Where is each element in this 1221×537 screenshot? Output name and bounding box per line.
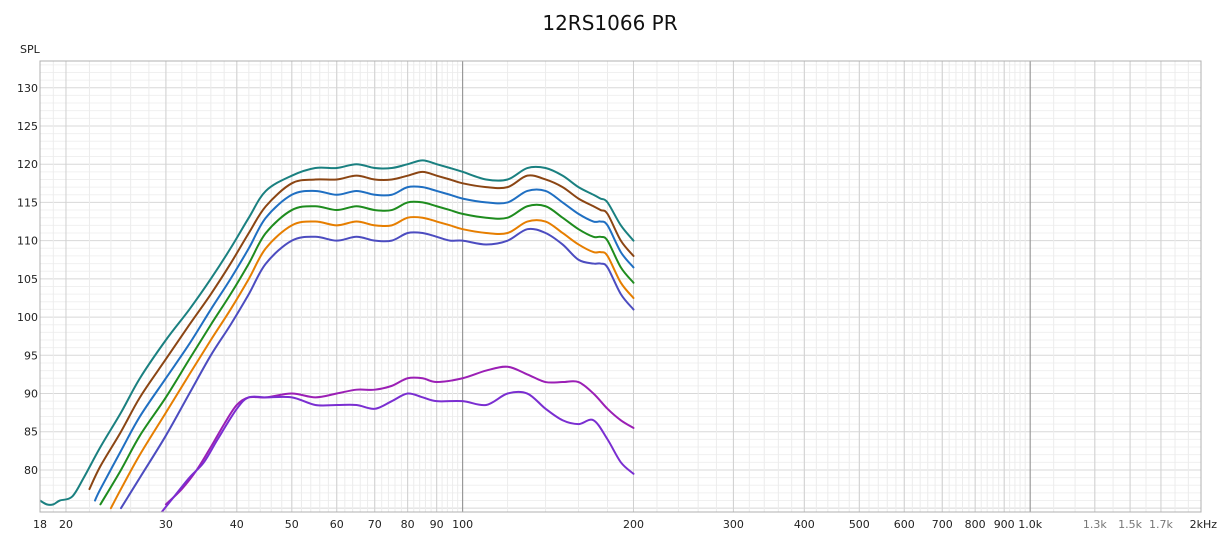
series-line-4 — [99, 200, 635, 506]
x-tick-label: 20 — [59, 518, 73, 531]
x-tick-label: 80 — [401, 518, 415, 531]
x-tick-label: 800 — [965, 518, 986, 531]
y-tick-label: 80 — [24, 464, 38, 477]
x-tick-label: 300 — [723, 518, 744, 531]
x-tick-label: 400 — [794, 518, 815, 531]
x-tick-label: 2kHz — [1190, 518, 1218, 531]
x-tick-label: 600 — [894, 518, 915, 531]
x-tick-label: 40 — [230, 518, 244, 531]
chart-title: 12RS1066 PR — [542, 11, 677, 35]
series-line-3 — [94, 185, 635, 502]
y-tick-label: 130 — [17, 82, 38, 95]
y-tick-label: 125 — [17, 120, 38, 133]
y-tick-label: 85 — [24, 426, 38, 439]
x-tick-label: 1.5k — [1118, 518, 1142, 531]
x-tick-label: 50 — [285, 518, 299, 531]
x-tick-label: 70 — [368, 518, 382, 531]
y-axis-label: SPL — [20, 43, 41, 56]
y-tick-label: 100 — [17, 311, 38, 324]
series-line-6 — [119, 227, 635, 510]
series-line-1 — [40, 159, 635, 506]
x-tick-label: 100 — [452, 518, 473, 531]
y-tick-label: 110 — [17, 235, 38, 248]
x-tick-label: 1.3k — [1083, 518, 1107, 531]
y-tick-label: 90 — [24, 388, 38, 401]
x-tick-label: 500 — [849, 518, 870, 531]
series-line-7 — [164, 365, 635, 506]
y-tick-label: 115 — [17, 196, 38, 209]
y-tick-label: 95 — [24, 349, 38, 362]
x-tick-label: 1.0k — [1018, 518, 1042, 531]
y-tick-label: 120 — [17, 158, 38, 171]
series-lines — [40, 159, 635, 512]
x-tick-label: 700 — [932, 518, 953, 531]
series-line-8 — [160, 390, 635, 512]
x-tick-label: 200 — [623, 518, 644, 531]
grid — [39, 61, 1202, 512]
tick-labels: 80 85 90 95 100 105 110 115 120 125 130 18 20 30 40 50 6… — [17, 82, 1217, 531]
x-tick-label: 60 — [330, 518, 344, 531]
x-tick-label: 30 — [159, 518, 173, 531]
y-tick-label: 105 — [17, 273, 38, 286]
series-line-5 — [109, 215, 635, 510]
x-tick-label: 18 — [33, 518, 47, 531]
x-tick-label: 1.7k — [1149, 518, 1173, 531]
series-line-2 — [88, 170, 635, 491]
x-tick-label: 900 — [994, 518, 1015, 531]
x-tick-label: 90 — [430, 518, 444, 531]
plot-frame — [39, 60, 1202, 513]
